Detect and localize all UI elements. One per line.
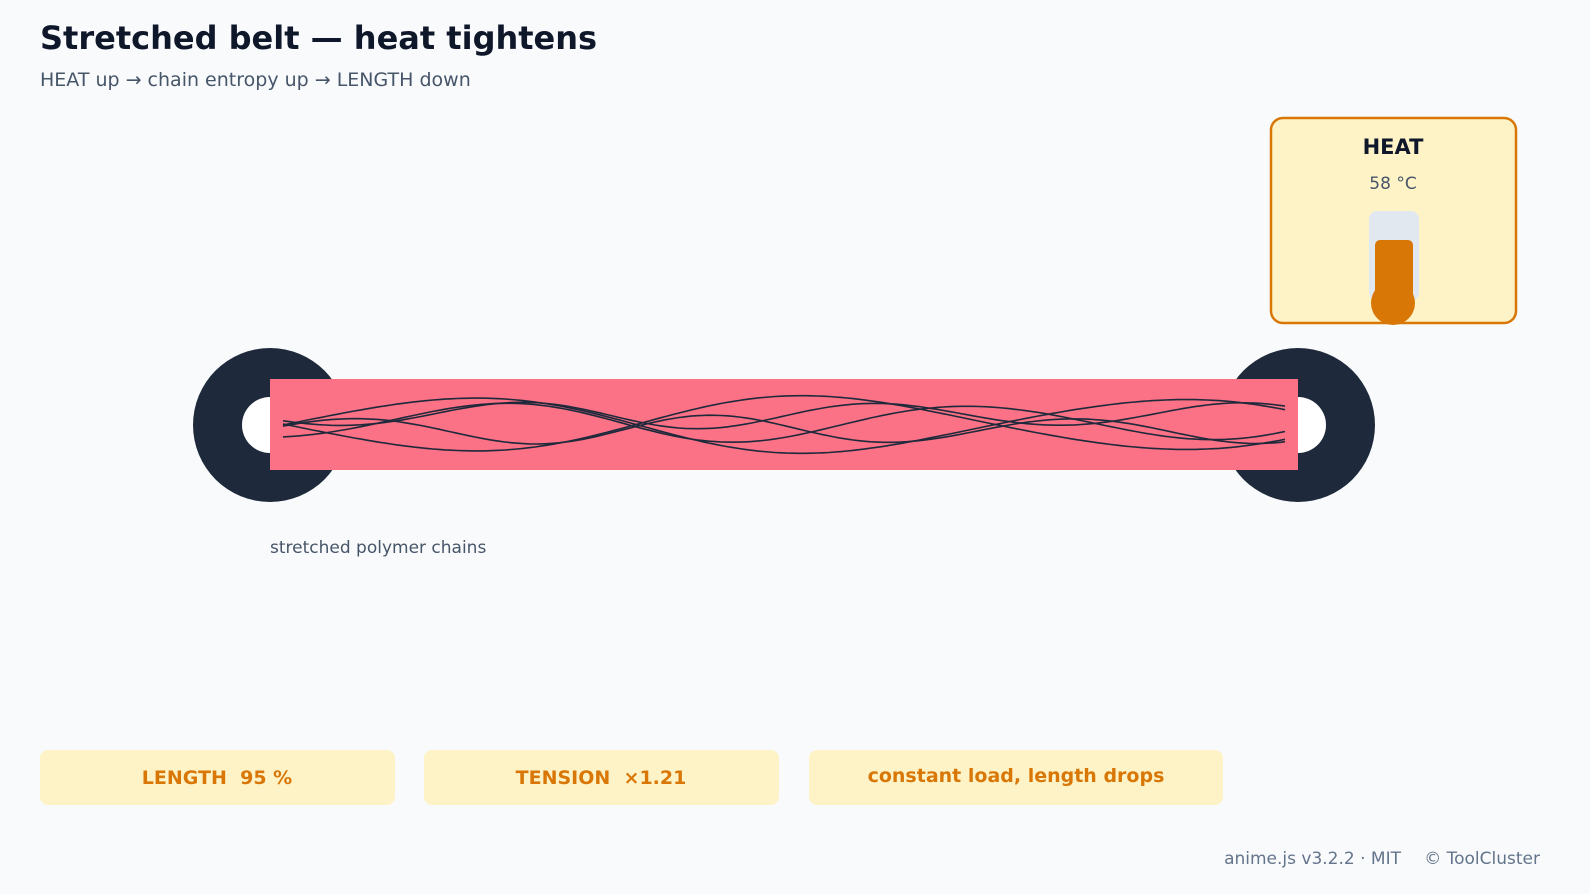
chain <box>282 414 1286 445</box>
chain <box>282 397 1286 455</box>
belt-assembly <box>193 348 1375 502</box>
stat-note: constant load, length drops <box>868 765 1165 787</box>
belt <box>270 379 1298 470</box>
stat-box <box>424 750 779 805</box>
heat-label: HEAT <box>1363 135 1425 159</box>
belt-caption: stretched polymer chains <box>270 538 486 558</box>
stat-bar: LENGTH 95 % TENSION ×1.21 constant load,… <box>40 750 1223 805</box>
chain <box>282 394 1286 452</box>
chain <box>282 401 1286 430</box>
heat-reading: 58 °C <box>1369 174 1416 194</box>
stat-box <box>809 750 1223 805</box>
stat-box <box>40 750 395 805</box>
heat-panel: HEAT 58 °C <box>1269 116 1518 325</box>
footer-copyright: © ToolCluster <box>1424 849 1540 869</box>
stat-tension: TENSION ×1.21 <box>516 767 687 789</box>
thermometer-bulb <box>1371 281 1415 325</box>
chain <box>282 402 1286 444</box>
footer-version: anime.js v3.2.2 · MIT <box>1224 849 1402 869</box>
title: Stretched belt — heat tightens <box>40 19 597 57</box>
polymer-chains <box>282 394 1286 455</box>
subtitle: HEAT up → chain entropy up → LENGTH down <box>40 69 471 91</box>
stat-length: LENGTH 95 % <box>142 767 292 789</box>
